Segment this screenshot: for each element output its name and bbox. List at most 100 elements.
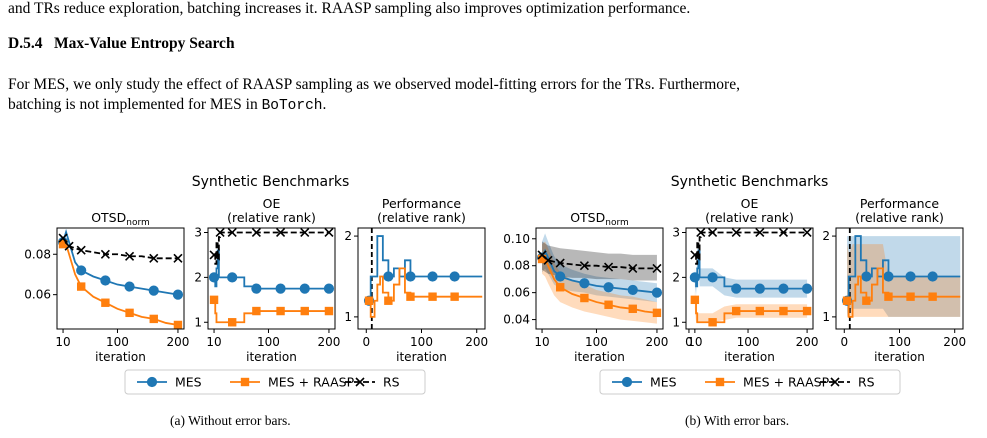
data-point bbox=[252, 306, 261, 316]
caption-a: (a) Without error bars. bbox=[170, 413, 291, 428]
data-point bbox=[652, 308, 662, 318]
legend-marker bbox=[621, 376, 633, 388]
error-band-2 bbox=[542, 241, 657, 281]
paragraph-mes-end: . bbox=[322, 96, 327, 113]
data-point bbox=[209, 250, 219, 260]
panel-title-subscript: norm bbox=[126, 218, 150, 228]
data-point bbox=[690, 250, 700, 260]
error-band-1 bbox=[542, 241, 657, 324]
caption-b: (b) With error bars. bbox=[685, 413, 790, 428]
panel-subtitle: (relative rank) bbox=[227, 210, 316, 225]
x-tick-label: 100 bbox=[888, 335, 911, 349]
data-point bbox=[708, 228, 718, 238]
x-tick-label: 10 bbox=[55, 335, 70, 349]
plot-area bbox=[208, 228, 335, 327]
data-point bbox=[689, 272, 700, 283]
data-point bbox=[906, 292, 915, 301]
plot-area bbox=[841, 228, 961, 329]
legend-label: RS bbox=[383, 375, 400, 390]
x-tick-label: 100 bbox=[585, 335, 608, 349]
plot-area bbox=[689, 228, 813, 327]
data-point bbox=[905, 271, 916, 282]
x-tick-label: 100 bbox=[410, 335, 433, 349]
series-markers-2 bbox=[690, 228, 812, 260]
data-point bbox=[172, 289, 184, 300]
section-number: D.5.4 bbox=[8, 35, 43, 52]
data-point bbox=[405, 271, 416, 282]
data-point bbox=[450, 292, 459, 301]
data-point bbox=[324, 228, 334, 238]
x-tick-label: 200 bbox=[645, 335, 668, 349]
legend-b: MES MES + RAASP RS bbox=[599, 369, 901, 395]
data-point bbox=[227, 228, 237, 238]
plot-area bbox=[536, 233, 663, 324]
axes-frame bbox=[685, 227, 814, 330]
panel-title: OTSDnorm bbox=[570, 210, 629, 228]
error-band-0 bbox=[542, 233, 657, 303]
data-point bbox=[209, 295, 219, 305]
y-tick-label: 1 bbox=[344, 310, 352, 324]
series-markers-1 bbox=[209, 295, 334, 327]
data-point bbox=[754, 283, 765, 294]
data-point bbox=[627, 284, 638, 296]
legend-label: MES + RAASP bbox=[268, 375, 355, 390]
data-point bbox=[383, 271, 394, 282]
series-markers-1 bbox=[364, 292, 459, 305]
series-markers-1 bbox=[537, 254, 662, 318]
data-point bbox=[696, 228, 706, 238]
chart-panel-6: Performance(relative rank) 0 100 200 iterati… bbox=[822, 196, 966, 364]
chart-panel-3: Performance(relative rank) 0 100 200 iterati… bbox=[344, 196, 488, 364]
data-point bbox=[58, 239, 68, 249]
legend-label: MES + RAASP bbox=[743, 375, 830, 390]
panel-title-main: OTSD bbox=[570, 210, 605, 225]
series-markers-2 bbox=[537, 250, 662, 273]
data-point bbox=[299, 283, 310, 294]
data-point bbox=[802, 228, 812, 238]
data-point bbox=[603, 282, 614, 293]
x-axis-label: iteration bbox=[246, 350, 297, 364]
data-point bbox=[755, 306, 765, 316]
series-markers-2 bbox=[58, 233, 183, 263]
y-tick-label: 0.08 bbox=[24, 247, 51, 261]
axes-frame bbox=[207, 227, 336, 330]
x-axis-label: iteration bbox=[874, 350, 925, 364]
y-tick-label: 0.08 bbox=[503, 259, 530, 273]
data-point bbox=[125, 251, 135, 261]
x-tick-label: 200 bbox=[943, 335, 966, 349]
y-tick-label: 2 bbox=[672, 270, 680, 284]
plot-area bbox=[363, 228, 483, 329]
series-markers-1 bbox=[58, 239, 183, 329]
data-point bbox=[862, 296, 871, 305]
legend-a: MES MES + RAASP RS bbox=[124, 369, 426, 395]
data-point bbox=[842, 296, 852, 305]
data-point bbox=[251, 283, 262, 294]
x-tick-label: 0 bbox=[362, 335, 370, 349]
legend-marker bbox=[146, 376, 158, 388]
x-tick-label: 200 bbox=[317, 335, 340, 349]
data-point bbox=[276, 306, 285, 316]
series-line-0 bbox=[369, 235, 483, 302]
data-point bbox=[537, 254, 547, 264]
data-point bbox=[651, 287, 663, 298]
paragraph-mes-line2: batching is not implemented for MES in B… bbox=[8, 96, 326, 114]
y-tick-label: 0.06 bbox=[24, 288, 51, 302]
plot-area bbox=[57, 228, 184, 329]
section-title: Max-Value Entropy Search bbox=[54, 35, 235, 52]
data-point bbox=[323, 283, 335, 294]
y-tick-label: 0.10 bbox=[503, 232, 530, 246]
y-tick-label: 2 bbox=[822, 229, 830, 243]
data-point bbox=[604, 300, 613, 309]
data-point bbox=[732, 306, 741, 316]
y-tick-label: 0.04 bbox=[503, 313, 530, 327]
data-point bbox=[125, 308, 134, 318]
data-point bbox=[580, 293, 589, 303]
data-point bbox=[124, 281, 135, 292]
legend-frame bbox=[599, 369, 901, 395]
data-point bbox=[149, 253, 159, 263]
panel-title-subscript: norm bbox=[605, 218, 629, 228]
error-band-1 bbox=[694, 290, 808, 323]
x-tick-label: 10 bbox=[687, 335, 702, 349]
x-tick-label: 200 bbox=[166, 335, 189, 349]
data-point bbox=[755, 228, 765, 238]
x-tick-label: 100 bbox=[257, 335, 280, 349]
